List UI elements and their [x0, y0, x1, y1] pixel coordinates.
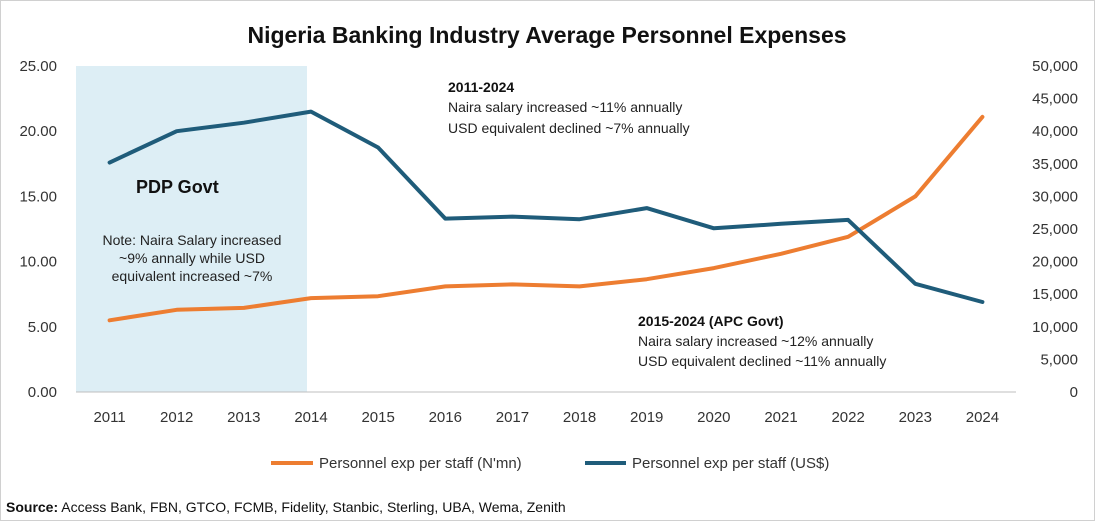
- series-line-naira: [107, 114, 985, 323]
- note-2015-line-2: USD equivalent declined ~11% annually: [638, 353, 886, 369]
- left-tick-label: 15.00: [19, 188, 57, 205]
- right-axis: 0 5,000 10,000 15,000 20,000 25,000 30,000 35,0…: [1032, 58, 1078, 401]
- note-2011-heading: 2011-2024: [448, 79, 514, 95]
- left-tick-label: 20.00: [19, 123, 57, 140]
- x-tick-label: 2022: [831, 409, 864, 426]
- left-tick-label: 25.00: [19, 58, 57, 75]
- x-tick-label: 2016: [429, 409, 462, 426]
- x-tick-label: 2011: [93, 409, 125, 426]
- legend: Personnel exp per staff (N'mn) Personnel…: [271, 455, 829, 472]
- right-tick-label: 10,000: [1032, 319, 1078, 336]
- pdp-note-line-2: ~9% annally while USD: [119, 250, 265, 266]
- pdp-note-line-3: equivalent increased ~7%: [112, 268, 273, 284]
- right-tick-label: 15,000: [1032, 286, 1078, 303]
- legend-label-usd: Personnel exp per staff (US$): [632, 455, 829, 472]
- x-tick-label: 2018: [563, 409, 596, 426]
- left-tick-label: 0.00: [28, 384, 57, 401]
- x-tick-label: 2014: [294, 409, 327, 426]
- chart-title: Nigeria Banking Industry Average Personn…: [247, 22, 846, 48]
- right-tick-label: 35,000: [1032, 156, 1078, 173]
- x-tick-label: 2024: [966, 409, 999, 426]
- source-note: Source: Access Bank, FBN, GTCO, FCMB, Fi…: [6, 499, 566, 515]
- left-axis: 0.00 5.00 10.00 15.00 20.00 25.00: [19, 58, 57, 401]
- right-tick-label: 0: [1070, 384, 1078, 401]
- x-tick-label: 2012: [160, 409, 193, 426]
- note-2011-line-2: USD equivalent declined ~7% annually: [448, 120, 690, 136]
- right-tick-label: 50,000: [1032, 58, 1078, 75]
- x-tick-label: 2021: [764, 409, 797, 426]
- x-axis: 2011 2012 2013 2014 2015 2016 2017 2018 2019 2020…: [93, 409, 999, 426]
- left-tick-label: 5.00: [28, 319, 57, 336]
- note-2015-heading: 2015-2024 (APC Govt): [638, 313, 784, 329]
- right-tick-label: 5,000: [1040, 351, 1078, 368]
- source-text: Access Bank, FBN, GTCO, FCMB, Fidelity, …: [61, 499, 565, 515]
- right-tick-label: 20,000: [1032, 254, 1078, 271]
- source-label: Source:: [6, 499, 58, 515]
- pdp-govt-shaded-region: [76, 66, 307, 392]
- x-tick-label: 2017: [496, 409, 529, 426]
- pdp-govt-label: PDP Govt: [136, 177, 219, 197]
- pdp-note-line-1: Note: Naira Salary increased: [103, 232, 282, 248]
- right-tick-label: 25,000: [1032, 221, 1078, 238]
- left-tick-label: 10.00: [19, 254, 57, 271]
- x-tick-label: 2015: [361, 409, 394, 426]
- x-tick-label: 2020: [697, 409, 730, 426]
- series-line-usd: [107, 109, 985, 304]
- right-tick-label: 45,000: [1032, 91, 1078, 108]
- note-2011-line-1: Naira salary increased ~11% annually: [448, 99, 682, 115]
- series-lines: [107, 109, 985, 323]
- x-tick-label: 2019: [630, 409, 663, 426]
- note-2015-line-1: Naira salary increased ~12% annually: [638, 333, 873, 349]
- legend-label-naira: Personnel exp per staff (N'mn): [319, 455, 522, 472]
- x-tick-label: 2023: [899, 409, 932, 426]
- x-tick-label: 2013: [227, 409, 260, 426]
- right-tick-label: 40,000: [1032, 123, 1078, 140]
- right-tick-label: 30,000: [1032, 188, 1078, 205]
